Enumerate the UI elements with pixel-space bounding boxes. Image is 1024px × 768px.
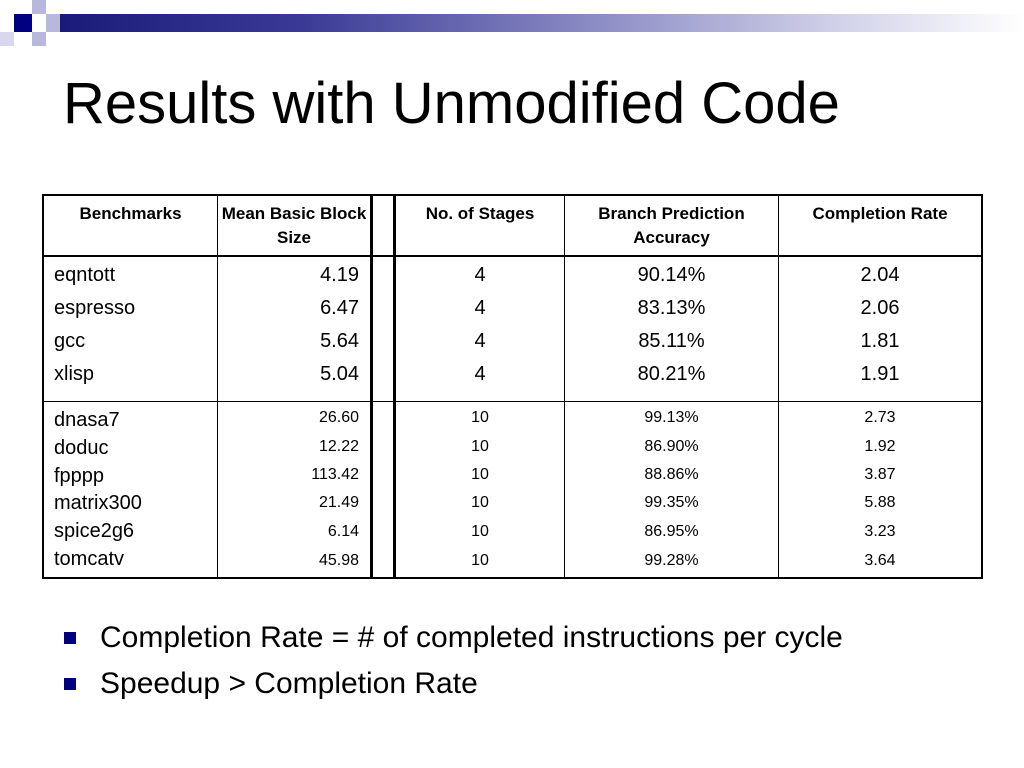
cell-rate: 2.73 bbox=[864, 409, 896, 426]
cell-accuracy: 86.90% bbox=[644, 438, 699, 455]
cell-block-size: 6.14 bbox=[327, 523, 359, 540]
cell-rate: 1.92 bbox=[864, 438, 896, 455]
slide-title: Results with Unmodified Code bbox=[63, 71, 840, 136]
cell-benchmark: xlisp bbox=[54, 363, 95, 385]
cell-rate: 3.64 bbox=[864, 552, 896, 569]
cell-stages: 10 bbox=[471, 552, 489, 569]
cell-benchmark: tomcatv bbox=[54, 548, 125, 570]
header-stages: No. of Stages bbox=[425, 204, 535, 223]
bullet-list: Completion Rate = # of completed instruc… bbox=[64, 618, 843, 710]
square-bullet-icon bbox=[64, 678, 76, 690]
cell-block-size: 45.98 bbox=[318, 552, 359, 569]
corner-square-light bbox=[32, 32, 46, 46]
corner-square-light bbox=[0, 32, 14, 46]
cell-block-size: 5.04 bbox=[320, 363, 359, 385]
cell-stages: 4 bbox=[474, 363, 486, 385]
cell-stages: 4 bbox=[474, 264, 486, 286]
header-completion-rate: Completion Rate bbox=[812, 204, 948, 223]
cell-accuracy: 99.28% bbox=[644, 552, 699, 569]
bullet-item: Speedup > Completion Rate bbox=[64, 664, 843, 710]
bullet-text: Completion Rate = # of completed instruc… bbox=[100, 621, 843, 654]
cell-block-size: 4.19 bbox=[320, 264, 359, 286]
cell-stages: 10 bbox=[471, 409, 489, 426]
cell-benchmark: spice2g6 bbox=[54, 520, 135, 542]
cell-rate: 3.87 bbox=[864, 466, 896, 483]
bullet-text: Speedup > Completion Rate bbox=[100, 667, 478, 700]
cell-block-size: 21.49 bbox=[318, 494, 359, 511]
cell-accuracy: 83.13% bbox=[637, 297, 706, 319]
cell-accuracy: 90.14% bbox=[637, 264, 706, 286]
column-divider bbox=[564, 196, 565, 577]
corner-square-dark bbox=[14, 14, 32, 32]
corner-square-light bbox=[46, 14, 60, 32]
cell-benchmark: doduc bbox=[54, 437, 109, 459]
cell-accuracy: 80.21% bbox=[637, 363, 706, 385]
cell-stages: 4 bbox=[474, 297, 486, 319]
cell-benchmark: gcc bbox=[54, 330, 86, 352]
cell-block-size: 6.47 bbox=[320, 297, 359, 319]
square-bullet-icon bbox=[64, 632, 76, 644]
cell-accuracy: 99.13% bbox=[644, 409, 699, 426]
cell-rate: 5.88 bbox=[864, 494, 896, 511]
header-benchmarks: Benchmarks bbox=[79, 204, 182, 223]
corner-square-light bbox=[32, 0, 46, 14]
cell-benchmark: matrix300 bbox=[54, 492, 142, 514]
cell-rate: 3.23 bbox=[864, 523, 896, 540]
cell-stages: 10 bbox=[471, 438, 489, 455]
cell-accuracy: 86.95% bbox=[644, 523, 699, 540]
header-branch-accuracy: Branch Prediction Accuracy bbox=[598, 204, 745, 247]
cell-accuracy: 99.35% bbox=[644, 494, 699, 511]
cell-benchmark: fpppp bbox=[54, 465, 105, 487]
column-divider-thick bbox=[393, 196, 396, 577]
cell-stages: 10 bbox=[471, 494, 489, 511]
results-table: Benchmarks Mean Basic Block Size No. of … bbox=[42, 194, 983, 579]
cell-benchmark: dnasa7 bbox=[54, 409, 120, 431]
column-divider bbox=[778, 196, 779, 577]
cell-stages: 10 bbox=[471, 466, 489, 483]
cell-stages: 10 bbox=[471, 523, 489, 540]
cell-block-size: 113.42 bbox=[311, 466, 359, 483]
bullet-item: Completion Rate = # of completed instruc… bbox=[64, 618, 843, 664]
cell-block-size: 5.64 bbox=[320, 330, 359, 352]
cell-accuracy: 88.86% bbox=[644, 466, 699, 483]
cell-benchmark: eqntott bbox=[54, 264, 116, 286]
cell-rate: 2.04 bbox=[860, 264, 900, 286]
cell-block-size: 12.22 bbox=[318, 438, 359, 455]
header-divider bbox=[44, 255, 981, 257]
cell-rate: 1.81 bbox=[860, 330, 900, 352]
cell-block-size: 26.60 bbox=[318, 409, 359, 426]
column-divider-thick bbox=[370, 196, 373, 577]
cell-rate: 1.91 bbox=[860, 363, 900, 385]
header-gradient-bar bbox=[60, 14, 1024, 32]
cell-rate: 2.06 bbox=[860, 297, 900, 319]
column-divider bbox=[217, 196, 218, 577]
group-divider bbox=[44, 401, 981, 402]
header-block-size: Mean Basic Block Size bbox=[221, 204, 367, 247]
cell-stages: 4 bbox=[474, 330, 486, 352]
cell-accuracy: 85.11% bbox=[638, 330, 705, 352]
cell-benchmark: espresso bbox=[54, 297, 136, 319]
